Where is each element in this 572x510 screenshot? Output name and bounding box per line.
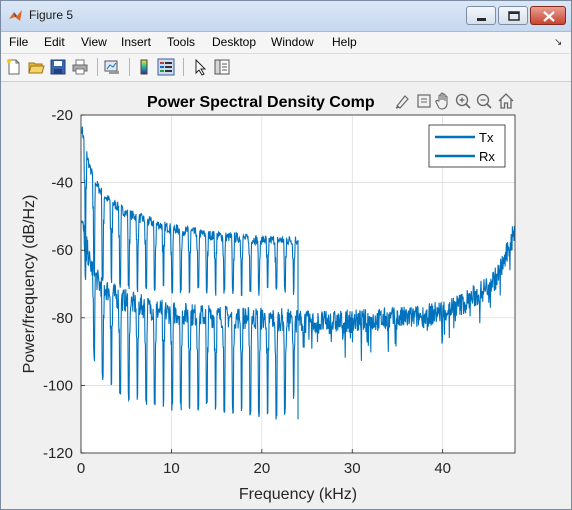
pan-icon[interactable] xyxy=(435,92,448,110)
x-tick-label: 10 xyxy=(163,460,180,477)
close-button[interactable] xyxy=(530,6,566,25)
window-title: Figure 5 xyxy=(29,8,74,22)
menu-help[interactable]: Help xyxy=(332,35,357,49)
insert-colorbar-icon[interactable] xyxy=(135,58,153,76)
series-line-rx xyxy=(81,220,516,420)
y-tick-label: -100 xyxy=(43,377,73,394)
x-tick-label: 30 xyxy=(344,460,361,477)
minimize-icon xyxy=(477,18,486,21)
y-tick-label: -80 xyxy=(51,310,73,327)
menu-desktop[interactable]: Desktop xyxy=(212,35,257,49)
title-bar: Figure 5 xyxy=(1,1,571,32)
y-tick-label: -40 xyxy=(51,175,73,192)
menu-file[interactable]: File xyxy=(9,35,29,49)
menu-window[interactable]: Window xyxy=(271,35,314,49)
zoom-in-icon[interactable] xyxy=(455,93,471,109)
close-icon xyxy=(543,11,555,22)
new-figure-icon[interactable] xyxy=(5,58,23,76)
zoom-out-icon[interactable] xyxy=(476,93,492,109)
y-tick-label: -20 xyxy=(51,107,73,124)
axes-box xyxy=(80,114,516,454)
x-axis-label: Frequency (kHz) xyxy=(239,486,357,503)
legend[interactable]: Tx Rx xyxy=(428,124,506,168)
minimize-button[interactable] xyxy=(466,6,496,25)
data-tips-icon[interactable] xyxy=(417,94,431,108)
menu-edit[interactable]: Edit xyxy=(44,35,65,49)
brush-icon[interactable] xyxy=(395,95,409,109)
x-tick-label: 20 xyxy=(253,460,270,477)
menu-view[interactable]: View xyxy=(81,35,107,49)
maximize-button[interactable] xyxy=(498,6,528,25)
axes-toolbar xyxy=(395,92,514,110)
insert-legend-icon[interactable] xyxy=(157,58,175,76)
maximize-icon xyxy=(508,11,520,21)
series-line-tx xyxy=(81,126,299,420)
chart-title: Power Spectral Density Comp xyxy=(147,94,375,111)
menu-tools[interactable]: Tools xyxy=(167,35,196,49)
home-icon[interactable] xyxy=(498,93,514,109)
save-icon[interactable] xyxy=(49,58,67,76)
print-icon[interactable] xyxy=(71,58,89,76)
x-tick-label: 0 xyxy=(77,460,85,477)
pointer-icon[interactable] xyxy=(191,58,209,76)
y-tick-label: -60 xyxy=(51,242,73,259)
figure-canvas: 0 10 20 30 40 -20 -40 -60 -80 -100 -120 Power Spe… xyxy=(7,82,565,503)
menu-bar: File Edit View Insert Tools Desktop Wind… xyxy=(1,32,571,54)
property-inspector-icon[interactable] xyxy=(213,58,231,76)
legend-rx-label: Rx xyxy=(479,149,495,164)
legend-tx-label: Tx xyxy=(479,130,494,145)
y-axis-label: Power/frequency (dB/Hz) xyxy=(21,195,38,374)
toolbar-separator xyxy=(129,58,130,76)
y-tick-label: -120 xyxy=(43,445,73,462)
dock-arrow-icon[interactable]: ↘ xyxy=(554,37,563,48)
open-file-icon[interactable] xyxy=(27,58,45,76)
toolbar-separator xyxy=(183,58,184,76)
x-tick-label: 40 xyxy=(434,460,451,477)
menu-insert[interactable]: Insert xyxy=(121,35,152,49)
link-plot-icon[interactable] xyxy=(103,58,121,76)
psd-chart: 0 10 20 30 40 -20 -40 -60 -80 -100 -120 Power Spe… xyxy=(21,92,516,503)
matlab-icon xyxy=(9,10,22,21)
figure-toolbar xyxy=(1,54,571,82)
toolbar-separator xyxy=(97,58,98,76)
